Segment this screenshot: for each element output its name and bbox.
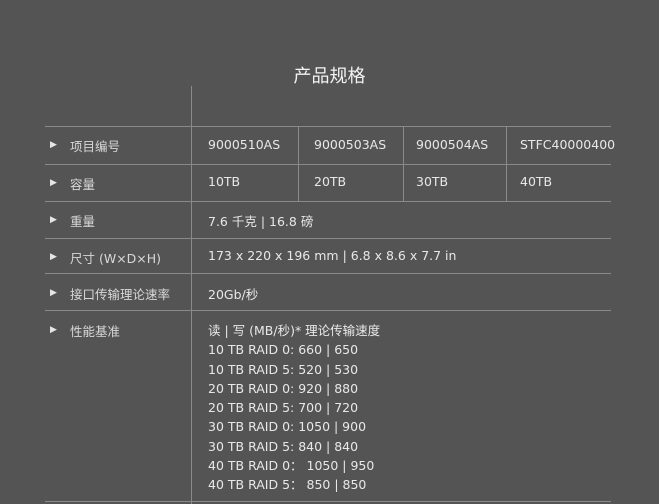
row-label: 尺寸 (W×D×H) [70, 251, 162, 266]
row-divider [45, 126, 611, 127]
performance-line: 40 TB RAID 5： 850 | 850 [208, 477, 367, 493]
cell-divider [506, 126, 507, 201]
performance-line: 40 TB RAID 0： 1050 | 950 [208, 458, 375, 474]
performance-list: 读 | 写 (MB/秒)* 理论传输速度 10 TB RAID 0: 660 |… [208, 321, 380, 495]
capacity-value: 20TB [314, 174, 347, 189]
cell-divider [403, 126, 404, 201]
weight-value: 7.6 千克 | 16.8 磅 [208, 214, 314, 229]
performance-header: 读 | 写 (MB/秒)* 理论传输速度 [208, 323, 381, 338]
model-number: 9000510AS [208, 137, 281, 152]
model-number: 9000504AS [416, 137, 489, 152]
row-label: 项目编号 [70, 139, 121, 154]
performance-line: 10 TB RAID 0: 660 | 650 [208, 342, 359, 358]
capacity-value: 30TB [416, 174, 449, 189]
performance-line: 30 TB RAID 0: 1050 | 900 [208, 419, 367, 435]
triangle-right-icon: ▶ [50, 140, 57, 150]
row-label: 性能基准 [70, 324, 121, 339]
cell-divider [298, 126, 299, 201]
row-divider [45, 501, 611, 502]
row-label: 接口传输理论速率 [70, 287, 171, 302]
performance-line: 10 TB RAID 5: 520 | 530 [208, 361, 359, 377]
capacity-value: 10TB [208, 174, 241, 189]
row-divider [45, 273, 611, 274]
capacity-value: 40TB [520, 174, 553, 189]
performance-line: 30 TB RAID 5: 840 | 840 [208, 438, 359, 454]
triangle-right-icon: ▶ [50, 178, 57, 188]
row-divider [45, 201, 611, 202]
triangle-right-icon: ▶ [50, 288, 57, 298]
model-number: 9000503AS [314, 137, 387, 152]
performance-line: 20 TB RAID 5: 700 | 720 [208, 400, 359, 416]
performance-line: 20 TB RAID 0: 920 | 880 [208, 380, 359, 396]
page-title: 产品规格 [293, 66, 366, 87]
row-divider [45, 238, 611, 239]
interface-speed-value: 20Gb/秒 [208, 287, 259, 302]
model-number: STFC40000400 [520, 137, 616, 152]
row-divider [45, 164, 611, 165]
column-divider [191, 86, 192, 504]
dimensions-value: 173 x 220 x 196 mm | 6.8 x 8.6 x 7.7 in [208, 248, 457, 263]
triangle-right-icon: ▶ [50, 325, 57, 335]
triangle-right-icon: ▶ [50, 252, 57, 262]
triangle-right-icon: ▶ [50, 215, 57, 225]
row-label: 重量 [70, 214, 96, 229]
row-label: 容量 [70, 177, 96, 192]
row-divider [45, 310, 611, 311]
